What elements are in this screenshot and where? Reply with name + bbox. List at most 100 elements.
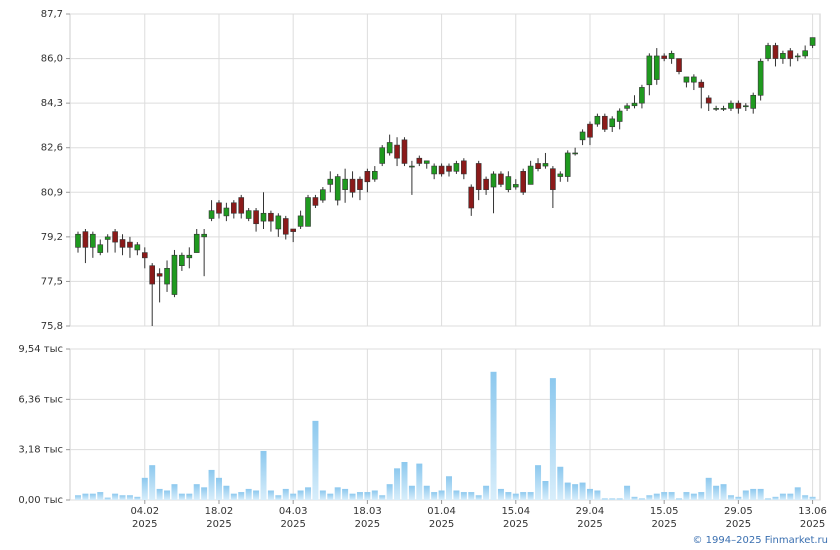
candle-body (765, 45, 771, 59)
volume-bar (586, 488, 593, 500)
volume-bar (638, 498, 645, 500)
volume-bar (342, 488, 349, 500)
y-tick-label: 77,5 (41, 276, 63, 287)
volume-bar (542, 481, 549, 500)
candle-body (757, 60, 764, 96)
volume-bar (683, 492, 690, 500)
volume-bar (89, 493, 96, 500)
volume-bar (305, 487, 312, 500)
plot-area (69, 348, 821, 501)
candle-body (201, 233, 207, 238)
volume-bar (230, 493, 237, 500)
y-tick-label: 86,0 (41, 54, 63, 65)
volume-bar (238, 492, 245, 500)
y-tick-label: 84,3 (41, 98, 63, 109)
volume-bar (423, 485, 430, 500)
volume-bar (312, 420, 319, 500)
candle-body (676, 58, 682, 72)
candle-body (82, 231, 89, 248)
volume-bar (690, 493, 697, 500)
candle-body (505, 176, 512, 190)
volume-bar (416, 463, 423, 500)
candle-body (780, 53, 786, 59)
candle-body (423, 160, 430, 164)
volume-bar (171, 484, 178, 500)
candle-body (616, 110, 623, 122)
candle-body (149, 265, 155, 285)
candle-body (720, 108, 727, 110)
volume-bar (193, 484, 200, 500)
candle-body (97, 244, 104, 253)
volume-bar (564, 482, 571, 500)
x-tick-label: 04.03 2025 (278, 506, 308, 530)
candle-body (742, 105, 749, 108)
y-tick-label: 0,00 тыс (18, 495, 63, 506)
y-tick-label: 3,18 тыс (18, 445, 63, 456)
candle-body (179, 254, 185, 266)
candle-body (275, 215, 282, 230)
candle-body (141, 252, 148, 259)
candle-body (223, 207, 230, 217)
candle-body (446, 165, 452, 172)
volume-bar (297, 490, 304, 500)
candle-body (624, 105, 630, 109)
candle-body (245, 210, 252, 219)
volume-bar (594, 490, 601, 500)
candle-body (431, 165, 437, 175)
candle-body (75, 233, 81, 248)
volume-bar (349, 493, 356, 500)
x-tick-label: 18.03 2025 (353, 506, 382, 530)
volume-bar (438, 490, 445, 500)
candle-body (312, 197, 319, 206)
candle-body (668, 53, 675, 59)
candle-body (320, 189, 326, 201)
volume-bar (742, 490, 749, 500)
volume-bar (119, 495, 126, 500)
volume-bar (82, 493, 89, 500)
candle-body (498, 173, 504, 185)
candle-body (134, 244, 141, 251)
candle-body (290, 228, 296, 232)
candle-body (461, 160, 467, 175)
candle-body (268, 212, 274, 222)
volume-bar (156, 488, 163, 500)
volume-bar (126, 495, 133, 500)
candle-body (438, 165, 445, 175)
volume-bar (431, 492, 438, 500)
volume-bar (379, 495, 386, 500)
y-tick-label: 87,7 (41, 9, 63, 20)
volume-bar (624, 485, 631, 500)
candle-body (401, 139, 408, 164)
volume-bar (201, 487, 208, 500)
candle-body (112, 231, 118, 243)
volume-bar (549, 378, 556, 500)
volume-bar (104, 497, 111, 500)
volume-bar (809, 496, 816, 500)
candle-body (416, 157, 423, 164)
volume-bar (364, 492, 371, 500)
volume-bar (535, 465, 542, 500)
volume-bar (757, 488, 764, 500)
candle-body (683, 76, 690, 83)
volume-bar (609, 498, 616, 500)
x-tick-label: 29.05 2025 (724, 506, 753, 530)
volume-bar (141, 477, 148, 500)
volume-bar (490, 371, 497, 500)
candle-body (379, 147, 386, 164)
volume-bar (112, 493, 119, 500)
volume-bar (520, 492, 527, 500)
volume-bar (282, 488, 289, 500)
volume-bar (631, 496, 638, 500)
candle-body (750, 94, 757, 109)
volume-bar (735, 496, 742, 500)
candle-body (409, 165, 415, 168)
volume-bar (653, 493, 660, 500)
volume-bar (512, 493, 519, 500)
copyright: © 1994–2025 Finmarket.ru (692, 535, 828, 546)
candle-body (691, 76, 697, 83)
volume-bar (275, 495, 282, 500)
volume-bar (460, 492, 467, 500)
candle-body (186, 254, 193, 259)
candle-body (394, 144, 400, 159)
y-tick-label: 79,2 (41, 232, 63, 243)
